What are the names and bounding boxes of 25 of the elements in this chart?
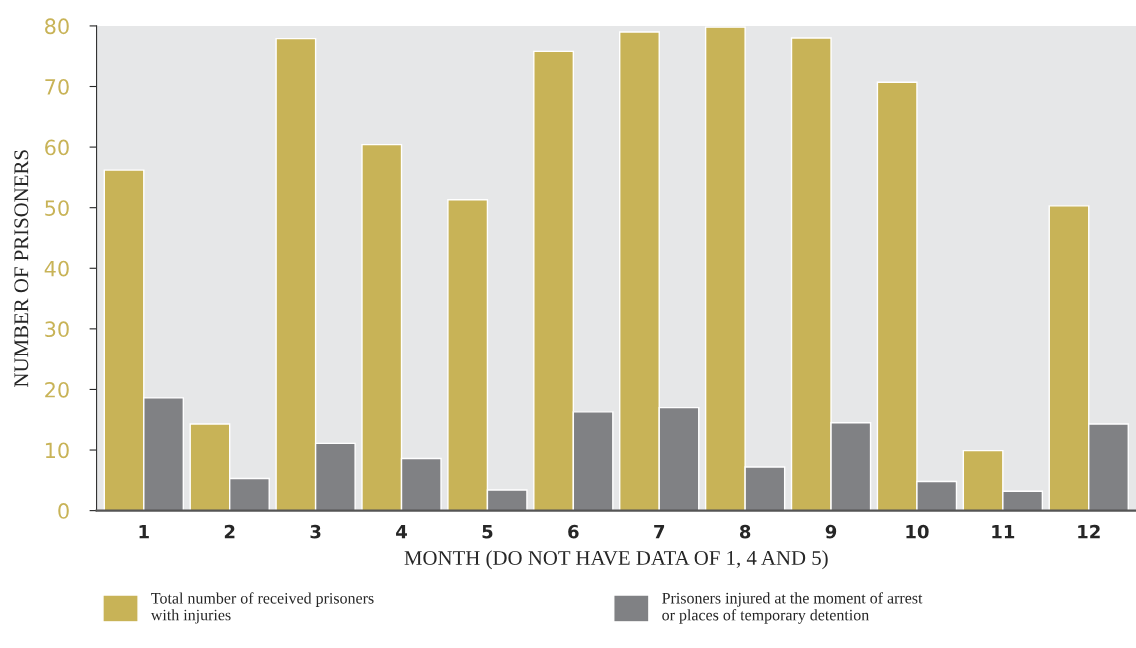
legend-label: Total number of received prisoners with injuries (150, 592, 374, 624)
x-tick-label: 9 (825, 524, 837, 539)
y-tick-label: 40 (44, 260, 69, 277)
x-tick-label: 8 (739, 524, 751, 539)
x-tick-label: 11 (992, 525, 1015, 539)
y-tick-label: 80 (45, 18, 69, 35)
x-tick-label: 6 (568, 524, 579, 539)
x-axis-title: MONTH (DO NOT HAVE DATA OF 1, 4 AND 5) (404, 550, 828, 570)
y-tick-label: 60 (45, 139, 69, 156)
x-tick-label: 5 (482, 525, 493, 539)
legend-label: Prisoners injured at the moment of arrest or places of temporary detention (662, 592, 923, 624)
x-tick-label: 7 (654, 525, 665, 539)
y-tick-label: 0 (58, 503, 69, 519)
y-tick-label: 30 (45, 321, 69, 338)
y-tick-label: 10 (45, 442, 69, 459)
x-tick-label: 1 (139, 525, 149, 539)
x-tick-label: 3 (310, 524, 321, 539)
x-tick-label: 4 (396, 525, 407, 539)
x-tick-label: 2 (224, 524, 235, 539)
y-tick-label: 70 (45, 78, 69, 95)
y-tick-label: 50 (45, 200, 69, 216)
y-axis-title: NUMBER OF PRISONERS (14, 150, 29, 387)
x-tick-label: 10 (906, 524, 929, 539)
x-tick-label: 12 (1078, 524, 1100, 539)
y-tick-label: 20 (45, 381, 69, 398)
